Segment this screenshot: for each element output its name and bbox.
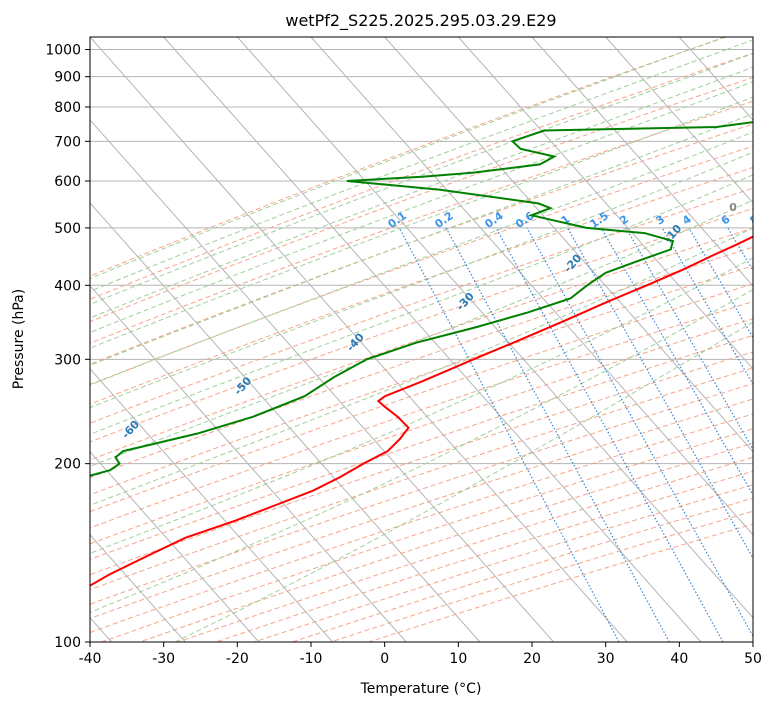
isotherm-line (90, 451, 260, 642)
mixing-ratio-line (445, 227, 670, 642)
dry-adiabat (90, 383, 753, 605)
y-tick-label: 700 (54, 134, 81, 150)
moist-adiabat (90, 199, 753, 467)
mixing-ratio-lines (398, 227, 753, 642)
chart-title: wetPf2_S225.2025.295.03.29.E29 (285, 11, 556, 31)
plot-frame (89, 36, 754, 643)
isotherm-line (457, 37, 753, 370)
dewpoint-line (90, 121, 753, 477)
y-tick-label: 1000 (45, 43, 81, 59)
moist-adiabat (90, 174, 753, 435)
mixing-ratio-line (688, 227, 753, 339)
dry-adiabat (90, 145, 753, 385)
moist-adiabat (689, 37, 725, 51)
dry-adiabat (90, 318, 753, 545)
moist-adiabat (90, 52, 753, 305)
x-tick-label: 30 (597, 651, 615, 667)
plot-area: 0.10.20.40.611.52346810131620253036-100-… (90, 37, 761, 642)
y-tick-label: 200 (54, 457, 81, 473)
mixing-ratio-label: 8 (747, 213, 761, 228)
isotherm-line (90, 202, 481, 642)
dry-adiabat (90, 76, 753, 323)
y-tick-label: 600 (54, 174, 81, 190)
mixing-ratio-line (600, 227, 753, 497)
mixing-ratio-line (398, 227, 620, 642)
moist-adiabat (90, 257, 753, 554)
isotherm-line (531, 37, 753, 287)
dry-adiabat (90, 52, 753, 300)
x-tick-label: -10 (300, 651, 323, 667)
isotherms (90, 37, 753, 642)
dry-adiabat (90, 300, 753, 529)
x-tick-label: -40 (79, 651, 102, 667)
moist-adiabat (90, 66, 753, 319)
moist-adiabat (90, 131, 753, 386)
isotherm-line (384, 37, 753, 453)
isotherm-line (90, 368, 333, 642)
y-axis-ticks: 1000 900 800 700 600 500 400 300 200 100 (45, 43, 90, 651)
x-tick-label: 10 (449, 651, 467, 667)
y-tick-label: 900 (54, 70, 81, 86)
dry-adiabat (90, 351, 753, 576)
y-tick-label: 500 (54, 221, 81, 237)
y-tick-label: 800 (54, 100, 81, 116)
x-axis-label: Temperature (°C) (360, 681, 482, 697)
x-tick-label: 50 (744, 651, 762, 667)
x-tick-label: -30 (152, 651, 175, 667)
x-tick-label: -20 (226, 651, 249, 667)
x-tick-label: 40 (670, 651, 688, 667)
moist-adiabat (90, 96, 753, 349)
isotherm-line (90, 533, 186, 642)
moist-adiabat (90, 49, 690, 280)
moist-adiabat-label: 0 (729, 201, 737, 214)
mixing-ratio-line (495, 227, 724, 642)
dry-adiabat (90, 334, 753, 560)
x-tick-label: 0 (380, 651, 389, 667)
moist-adiabat (90, 81, 753, 334)
y-axis-label: Pressure (hPa) (11, 289, 27, 389)
dry-adiabat (90, 367, 753, 591)
dry-adiabat (90, 283, 753, 513)
temperature-line (90, 235, 753, 587)
isotherm-line (90, 37, 628, 642)
mixing-ratio-line (625, 227, 753, 451)
y-tick-label: 100 (54, 635, 81, 651)
dry-adiabat (90, 187, 753, 424)
moist-adiabat (726, 39, 753, 51)
moist-adiabats (90, 37, 753, 642)
mixing-ratio-line (567, 227, 753, 560)
pressure-gridlines (90, 49, 753, 465)
y-tick-label: 300 (54, 352, 81, 368)
isotherm-line (90, 119, 554, 642)
dry-adiabat (90, 123, 753, 365)
x-tick-label: 20 (523, 651, 541, 667)
y-tick-label: 400 (54, 278, 81, 294)
moist-adiabat (90, 289, 753, 613)
isotherm-line (605, 37, 753, 204)
isotherm-line (90, 285, 407, 642)
x-axis-ticks: -40 -30 -20 -10 0 10 20 30 40 50 (79, 642, 762, 667)
isotherm-line (310, 37, 753, 536)
